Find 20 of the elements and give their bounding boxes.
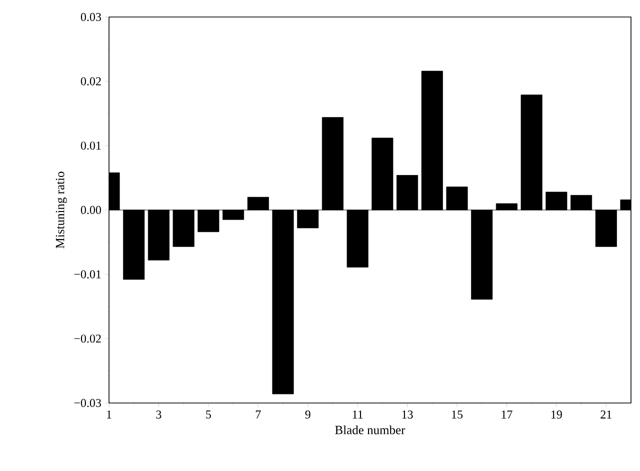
- x-tick-label: 21: [600, 410, 612, 418]
- x-tick-label: 9: [305, 410, 310, 419]
- y-axis-title: Mistuning ratio: [56, 172, 67, 248]
- x-axis-title: Blade number: [335, 425, 406, 434]
- y-tick-label: −0.01: [74, 270, 101, 278]
- y-tick-label: 0.02: [80, 77, 101, 86]
- x-tick-label: 13: [402, 410, 413, 419]
- x-tick-label: 19: [551, 410, 562, 419]
- x-tick-label: 7: [256, 410, 261, 418]
- y-tick-label: 0.03: [80, 12, 102, 22]
- x-tick-label: 17: [502, 410, 512, 418]
- x-tick-label: 5: [206, 410, 211, 418]
- y-tick-label: −0.02: [74, 334, 101, 343]
- y-tick-label: 0.00: [80, 206, 102, 214]
- y-tick-label: 0.01: [80, 142, 101, 150]
- x-tick-label: 11: [352, 410, 363, 418]
- x-tick-label: 1: [107, 410, 112, 418]
- x-tick-label: 15: [452, 410, 463, 419]
- y-tick-label: −0.03: [74, 398, 102, 408]
- x-tick-label: 3: [156, 410, 162, 419]
